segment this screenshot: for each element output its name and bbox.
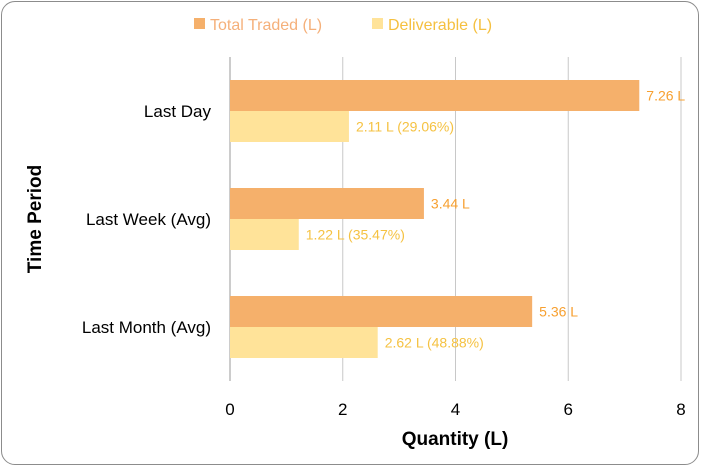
x-tick-label: 6 (564, 400, 573, 419)
x-axis-title: Quantity (L) (402, 429, 509, 450)
x-tick-label: 0 (225, 400, 234, 419)
data-label: 3.44 L (431, 196, 470, 212)
x-tick-label: 2 (338, 400, 347, 419)
y-axis-title: Time Period (25, 165, 46, 273)
data-label: 5.36 L (539, 304, 578, 320)
data-label: 7.26 L (646, 88, 685, 104)
legend-swatch (372, 18, 383, 29)
y-category-label: Last Day (144, 102, 212, 121)
y-category-label: Last Month (Avg) (82, 318, 211, 337)
bar-deliverable (230, 327, 378, 358)
data-label: 2.11 L (29.06%) (356, 119, 454, 135)
legend-swatch (194, 18, 205, 29)
y-category-label: Last Week (Avg) (86, 210, 211, 229)
bar-total-traded (230, 80, 640, 111)
legend-label: Total Traded (L) (210, 17, 322, 34)
data-label: 2.62 L (48.88%) (385, 335, 484, 351)
x-tick-label: 4 (451, 400, 460, 419)
x-tick-label: 8 (676, 400, 685, 419)
bar-deliverable (230, 219, 299, 250)
bar-deliverable (230, 111, 349, 142)
bar-total-traded (230, 188, 424, 219)
data-label: 1.22 L (35.47%) (306, 227, 405, 243)
bar-total-traded (230, 296, 533, 327)
legend-label: Deliverable (L) (388, 17, 492, 34)
